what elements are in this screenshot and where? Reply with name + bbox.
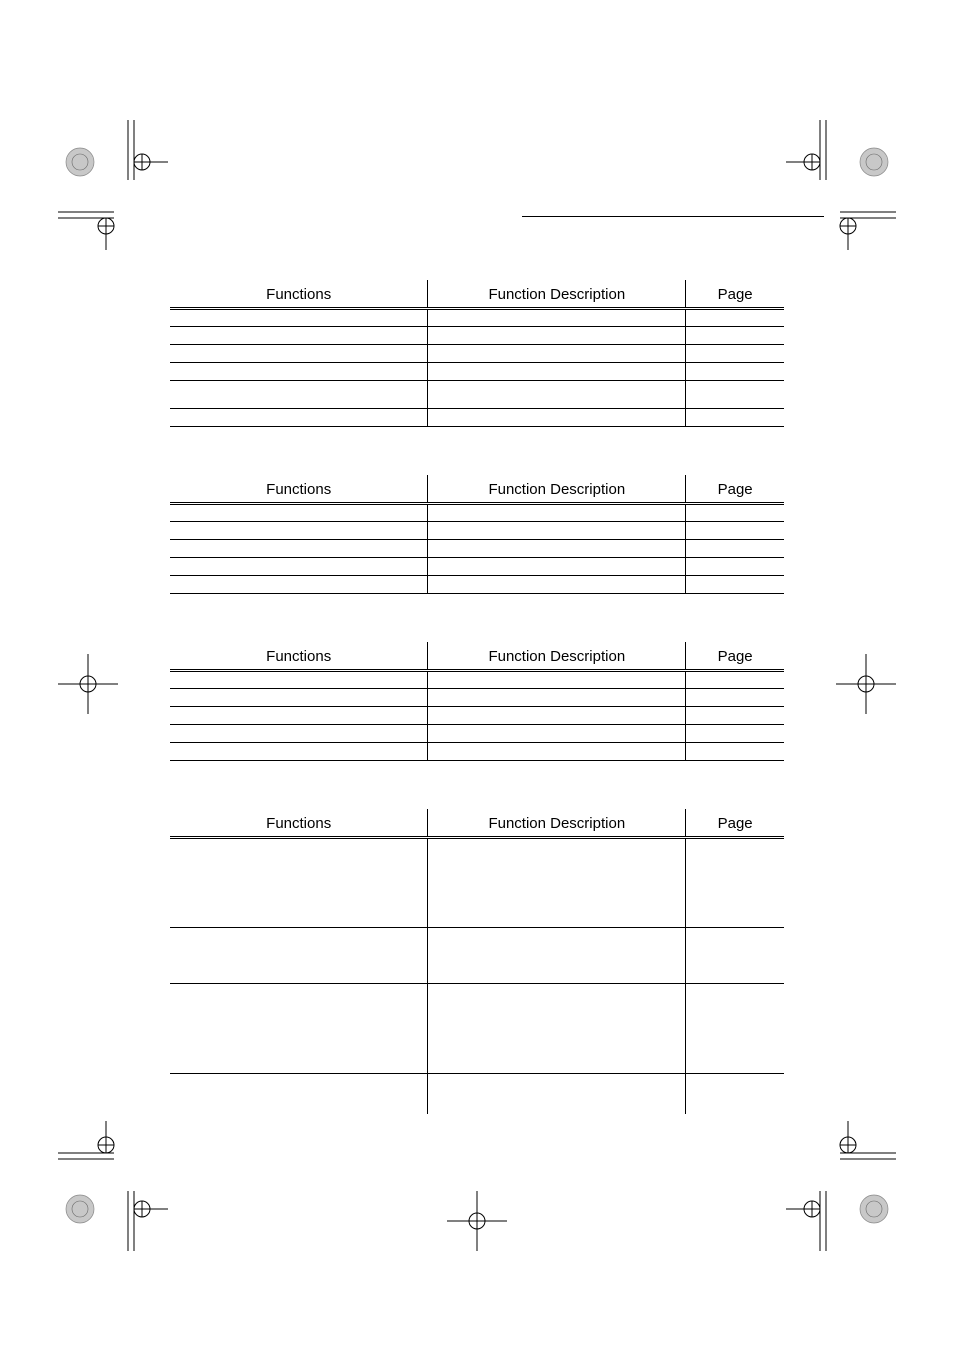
functions-table-1: Functions Function Description Page [170, 280, 784, 427]
table-row [170, 725, 784, 743]
table-block-3: Functions Function Description Page [170, 642, 784, 761]
table-block-1: Functions Function Description Page [170, 280, 784, 427]
col-header-functions: Functions [170, 475, 428, 504]
table-row [170, 1074, 784, 1114]
table-row [170, 540, 784, 558]
col-header-description: Function Description [428, 809, 686, 838]
col-header-page: Page [686, 475, 784, 504]
table-block-2: Functions Function Description Page [170, 475, 784, 594]
col-header-description: Function Description [428, 642, 686, 671]
regmark-top-left [58, 120, 168, 250]
regmark-bottom-right [786, 1121, 896, 1251]
functions-table-4: Functions Function Description Page [170, 809, 784, 1114]
table-block-4: Functions Function Description Page [170, 809, 784, 1114]
functions-table-2: Functions Function Description Page [170, 475, 784, 594]
col-header-functions: Functions [170, 280, 428, 309]
col-header-page: Page [686, 809, 784, 838]
table-row [170, 504, 784, 522]
table-row [170, 576, 784, 594]
col-header-description: Function Description [428, 280, 686, 309]
table-row [170, 409, 784, 427]
table-row [170, 838, 784, 928]
regmark-bottom-center [447, 1191, 507, 1251]
page-content: Functions Function Description Page Func… [170, 280, 784, 1114]
table-row [170, 522, 784, 540]
header-rule [522, 216, 824, 217]
regmark-top-right [786, 120, 896, 250]
table-row [170, 381, 784, 409]
col-header-page: Page [686, 280, 784, 309]
table-row [170, 309, 784, 327]
table-row [170, 984, 784, 1074]
table-row [170, 928, 784, 984]
col-header-description: Function Description [428, 475, 686, 504]
table-row [170, 743, 784, 761]
regmark-mid-left [58, 654, 118, 714]
table-row [170, 327, 784, 345]
col-header-functions: Functions [170, 642, 428, 671]
functions-table-3: Functions Function Description Page [170, 642, 784, 761]
table-row [170, 363, 784, 381]
table-row [170, 558, 784, 576]
table-row [170, 345, 784, 363]
table-row [170, 689, 784, 707]
regmark-bottom-left [58, 1121, 168, 1251]
col-header-page: Page [686, 642, 784, 671]
col-header-functions: Functions [170, 809, 428, 838]
table-row [170, 671, 784, 689]
table-row [170, 707, 784, 725]
regmark-mid-right [836, 654, 896, 714]
